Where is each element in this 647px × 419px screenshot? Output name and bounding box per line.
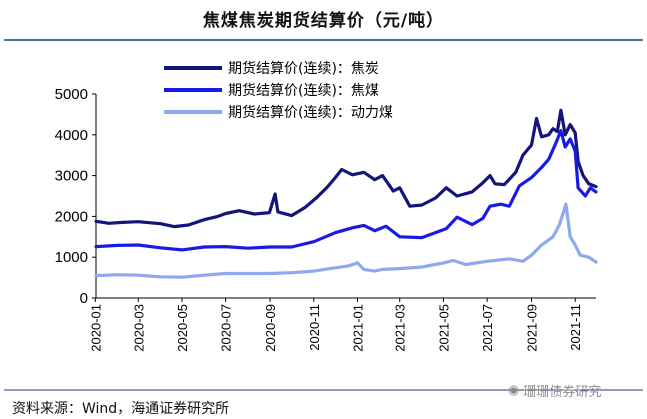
y-tick-label: 2000	[55, 208, 88, 225]
x-tick-label: 2021-11	[568, 304, 583, 351]
x-tick-label: 2021-09	[525, 304, 540, 352]
legend-label-2: 期货结算价(连续)：焦煤	[228, 82, 379, 99]
x-tick-label: 2021-01	[350, 304, 365, 352]
legend-label-3: 期货结算价(连续)：动力煤	[228, 104, 393, 121]
watermark: ◉ 珊珊债券研究	[508, 381, 601, 400]
x-tick-label: 2020-11	[307, 304, 322, 351]
legend-label-1: 期货结算价(连续)：焦炭	[228, 60, 379, 77]
watermark-text: 珊珊债券研究	[523, 385, 602, 400]
x-tick-label: 2021-07	[480, 304, 495, 352]
chart-title: 焦煤焦炭期货结算价（元/吨）	[202, 11, 445, 31]
series-line-3	[94, 202, 598, 279]
x-tick-label: 2021-03	[393, 304, 408, 352]
y-tick-label: 3000	[55, 168, 88, 185]
y-tick-label: 0	[80, 290, 88, 307]
y-tick-label: 5000	[55, 86, 88, 103]
x-tick-label: 2021-05	[436, 304, 451, 352]
x-tick-label: 2020-07	[219, 304, 234, 352]
x-tick-label: 2020-03	[131, 304, 146, 352]
series-line-1	[94, 108, 598, 229]
wechat-icon: ◉	[508, 383, 520, 398]
x-tick-label: 2020-05	[175, 304, 190, 352]
y-tick-label: 1000	[55, 249, 88, 266]
x-tick-label: 2020-01	[88, 304, 103, 352]
y-tick-label: 4000	[55, 127, 88, 144]
series-line-2	[94, 129, 598, 252]
source-note: 资料来源：Wind，海通证券研究所	[12, 401, 230, 417]
x-tick-label: 2020-09	[263, 304, 278, 352]
